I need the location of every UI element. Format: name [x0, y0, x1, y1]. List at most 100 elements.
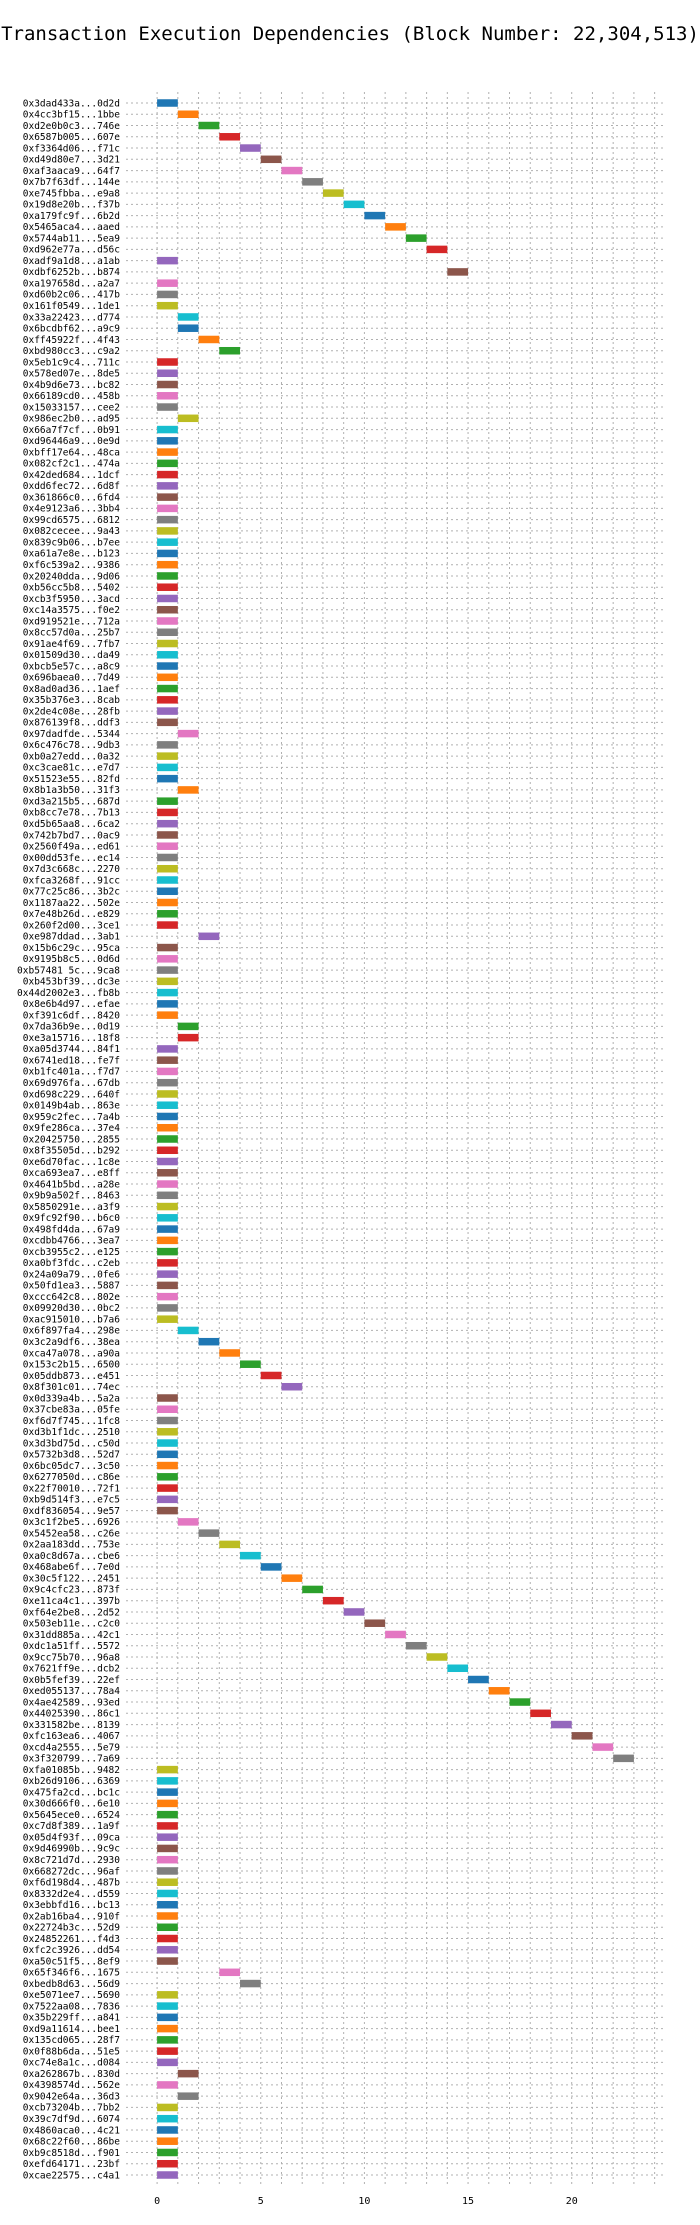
bar — [157, 1090, 178, 1098]
bar — [219, 133, 241, 141]
bar — [177, 1518, 199, 1526]
y-tick-label: 0xd96446a9...0e9d — [23, 436, 120, 447]
bar — [157, 1439, 178, 1447]
bar — [177, 2069, 199, 2078]
bar — [530, 1709, 551, 1718]
y-tick-label: 0x959c2fec...7a4b — [23, 1112, 121, 1123]
y-tick-label: 0x9cc75b70...96a8 — [23, 1652, 121, 1663]
bar — [157, 1428, 178, 1436]
bar — [157, 1844, 178, 1853]
bar — [157, 380, 178, 389]
bar — [157, 1292, 178, 1301]
bar — [157, 1957, 178, 1965]
y-tick-label: 0xdd6fec72...6d8f — [23, 481, 120, 492]
y-tick-label: 0xf64e2be8...2d52 — [23, 1607, 120, 1618]
bar — [157, 1416, 178, 1425]
y-tick-label: 0x9fe286ca...37e4 — [23, 1123, 121, 1134]
y-tick-label: 0x01509d30...da49 — [23, 650, 121, 661]
bar — [198, 335, 220, 344]
bar — [426, 1653, 448, 1661]
y-tick-label: 0x44025390...86c1 — [23, 1709, 121, 1720]
y-tick-label: 0x50fd1ea3...5887 — [23, 1281, 120, 1292]
y-tick-label: 0xf6d7f745...1fc8 — [23, 1416, 121, 1427]
bar — [157, 1799, 178, 1808]
y-tick-label: 0xb9c8518d...f901 — [23, 2148, 121, 2159]
y-tick-label: 0x5eb1c9c4...711c — [23, 357, 120, 368]
bar — [157, 673, 178, 682]
y-tick-label: 0x35b376e3...8cab — [23, 695, 121, 706]
y-tick-label: 0xe3a15716...18f8 — [23, 1033, 121, 1044]
y-tick-label: 0x498fd4da...67a9 — [23, 1224, 121, 1235]
y-tick-label: 0x8f301c01...74ec — [23, 1382, 120, 1393]
y-tick-label: 0x161f0549...1de1 — [23, 301, 121, 312]
y-tick-label: 0xf391c6df...8420 — [23, 1010, 121, 1021]
y-tick-label: 0xadf9a1d8...a1ab — [23, 256, 121, 267]
bar — [157, 392, 178, 400]
y-tick-label: 0x5850291e...a3f9 — [23, 1202, 121, 1213]
y-tick-label: 0x42ded684...1dcf — [23, 470, 120, 481]
bar — [157, 797, 178, 805]
bar — [157, 887, 178, 896]
bar — [157, 527, 178, 535]
bar — [157, 538, 178, 546]
y-tick-label: 0x91ae4f69...7fb7 — [23, 639, 120, 650]
y-tick-label: 0x4ae42589...93ed — [23, 1697, 120, 1708]
y-tick-label: 0x5645ece0...6524 — [23, 1810, 121, 1821]
bar — [157, 943, 178, 952]
bar — [157, 2081, 178, 2089]
bar — [488, 1687, 510, 1695]
bar — [281, 1574, 303, 1582]
bar — [157, 898, 178, 907]
y-tick-label: 0x3d3bd75d...c50d — [23, 1438, 120, 1449]
y-tick-label: 0xa61a7e8e...b123 — [23, 549, 120, 560]
y-tick-label: 0x9b9a502f...8463 — [23, 1191, 120, 1202]
bar — [157, 2002, 178, 2010]
bar — [613, 1754, 634, 1763]
bar — [385, 1630, 406, 1639]
bar — [157, 1180, 178, 1188]
bar — [157, 1157, 178, 1166]
y-tick-label: 0x082cf2c1...474a — [23, 459, 120, 470]
bar — [157, 1056, 178, 1064]
bar — [260, 155, 282, 164]
y-tick-label: 0xca47a078...a90a — [23, 1348, 120, 1359]
bar — [157, 639, 178, 648]
bar — [157, 1506, 178, 1515]
chart-title: Transaction Execution Dependencies (Bloc… — [1, 23, 699, 45]
bar — [157, 437, 178, 445]
bar — [157, 493, 178, 501]
y-tick-label: 0x696baea0...7d49 — [23, 673, 121, 684]
bar — [157, 1146, 178, 1155]
y-tick-label: 0x9042e64a...36d3 — [23, 2091, 120, 2102]
y-tick-label: 0x7621ff9e...dcb2 — [23, 1664, 120, 1675]
y-tick-label: 0xfa01085b...9482 — [23, 1765, 120, 1776]
y-tick-label: 0x6741ed18...fe7f — [23, 1055, 120, 1066]
bar — [157, 1315, 178, 1323]
y-tick-label: 0xf6c539a2...9386 — [23, 560, 121, 571]
x-tick-label: 5 — [258, 2196, 264, 2207]
y-tick-label: 0x22724b3c...52d9 — [23, 1923, 121, 1934]
y-tick-label: 0xd60b2c06...417b — [23, 290, 121, 301]
y-tick-label: 0x4cc3bf15...1bbe — [23, 110, 121, 121]
bar — [157, 741, 178, 749]
y-tick-label: 0x69d976fa...67db — [23, 1078, 121, 1089]
y-tick-label: 0x5465aca4...aaed — [23, 222, 120, 233]
bar — [157, 2171, 178, 2179]
y-tick-label: 0x30c5f122...2451 — [23, 1573, 121, 1584]
bar — [157, 1112, 178, 1121]
y-tick-label: 0x742b7bd7...0ac9 — [23, 830, 121, 841]
y-tick-label: 0xb9d514f3...e7c5 — [23, 1495, 120, 1506]
y-tick-label: 0xa0bf3fdc...c2eb — [23, 1258, 121, 1269]
y-tick-label: 0x9c4cfc23...873f — [23, 1585, 120, 1596]
y-tick-label: 0x331582be...8139 — [23, 1720, 121, 1731]
y-tick-label: 0x24852261...f4d3 — [23, 1934, 120, 1945]
bar — [322, 1596, 344, 1605]
y-tick-label: 0xfca3268f...91cc — [23, 875, 120, 886]
y-tick-label: 0x2aa183dd...753e — [23, 1540, 121, 1551]
bar — [157, 2148, 178, 2157]
bar — [198, 932, 220, 941]
bar — [157, 1394, 178, 1402]
bar — [157, 2047, 178, 2055]
y-tick-label: 0x33a22423...d774 — [23, 312, 121, 323]
